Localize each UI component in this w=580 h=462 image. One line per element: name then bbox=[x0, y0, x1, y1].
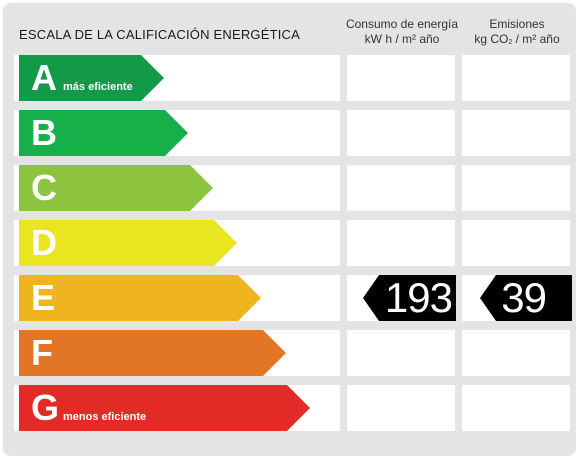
emissions-cell-b bbox=[462, 110, 570, 156]
emissions-column-title: Emisiones bbox=[489, 17, 545, 31]
rating-bar-b: B bbox=[19, 110, 188, 156]
energy-cell-d bbox=[347, 220, 455, 266]
emissions-cell-c bbox=[462, 165, 570, 211]
emissions-unit-prefix: kg CO bbox=[474, 32, 509, 46]
rating-bar-e: E bbox=[19, 275, 261, 321]
rating-letter: G bbox=[31, 387, 60, 428]
scale-title: ESCALA DE LA CALIFICACIÓN ENERGÉTICA bbox=[19, 27, 300, 42]
emissions-column-unit: kg CO2 / m² año bbox=[458, 32, 576, 50]
energy-cell-a bbox=[347, 55, 455, 101]
energy-cell-g bbox=[347, 385, 455, 431]
rating-sublabel: menos eficiente bbox=[63, 411, 147, 423]
energy-column-title: Consumo de energía bbox=[345, 17, 459, 31]
emissions-cell-g bbox=[462, 385, 570, 431]
emissions-unit-subscript: 2 bbox=[508, 39, 513, 46]
emissions-cell-f bbox=[462, 330, 570, 376]
energy-column-header: Consumo de energía kW h / m² año bbox=[343, 17, 461, 47]
energy-cell-f bbox=[347, 330, 455, 376]
rating-bar-d: D bbox=[19, 220, 237, 266]
energy-cell-c bbox=[347, 165, 455, 211]
rating-letter: A bbox=[31, 57, 57, 98]
emissions-column-header: Emisiones kg CO2 / m² año bbox=[458, 17, 576, 50]
rating-letter: C bbox=[31, 167, 57, 208]
rating-bar-c: C bbox=[19, 165, 213, 211]
emissions-unit-suffix: / m² año bbox=[512, 32, 560, 46]
energy-cell-b bbox=[347, 110, 455, 156]
emissions-cell-d bbox=[462, 220, 570, 266]
energy-column-unit: kW h / m² año bbox=[364, 32, 440, 46]
rating-letter: B bbox=[31, 112, 57, 153]
emissions-value-marker: 39 bbox=[480, 275, 572, 321]
emissions-cell-a bbox=[462, 55, 570, 101]
rating-letter: D bbox=[31, 222, 57, 263]
rating-bar-f: F bbox=[19, 330, 286, 376]
energy-value-marker: 193 bbox=[363, 275, 456, 321]
rating-sublabel: más eficiente bbox=[63, 81, 133, 93]
rating-letter: E bbox=[31, 277, 56, 318]
rating-letter: F bbox=[31, 332, 53, 373]
